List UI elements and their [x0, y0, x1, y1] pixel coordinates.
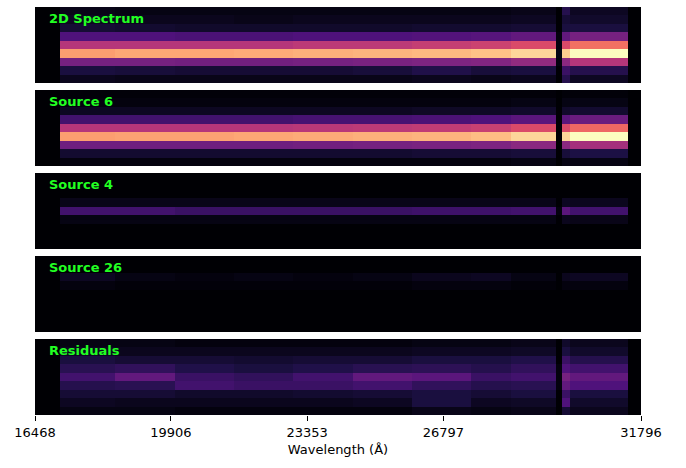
svg-text:2D Spectrum: 2D Spectrum: [49, 11, 144, 26]
svg-text:19906: 19906: [150, 425, 191, 440]
svg-text:31796: 31796: [620, 425, 661, 440]
svg-text:Wavelength (Å): Wavelength (Å): [288, 442, 388, 457]
svg-text:26797: 26797: [423, 425, 464, 440]
svg-text:Residuals: Residuals: [49, 343, 120, 358]
svg-text:16468: 16468: [14, 425, 55, 440]
svg-text:23353: 23353: [287, 425, 328, 440]
svg-text:Source 26: Source 26: [49, 260, 122, 275]
svg-text:Source 4: Source 4: [49, 177, 113, 192]
svg-text:Source 6: Source 6: [49, 94, 113, 109]
